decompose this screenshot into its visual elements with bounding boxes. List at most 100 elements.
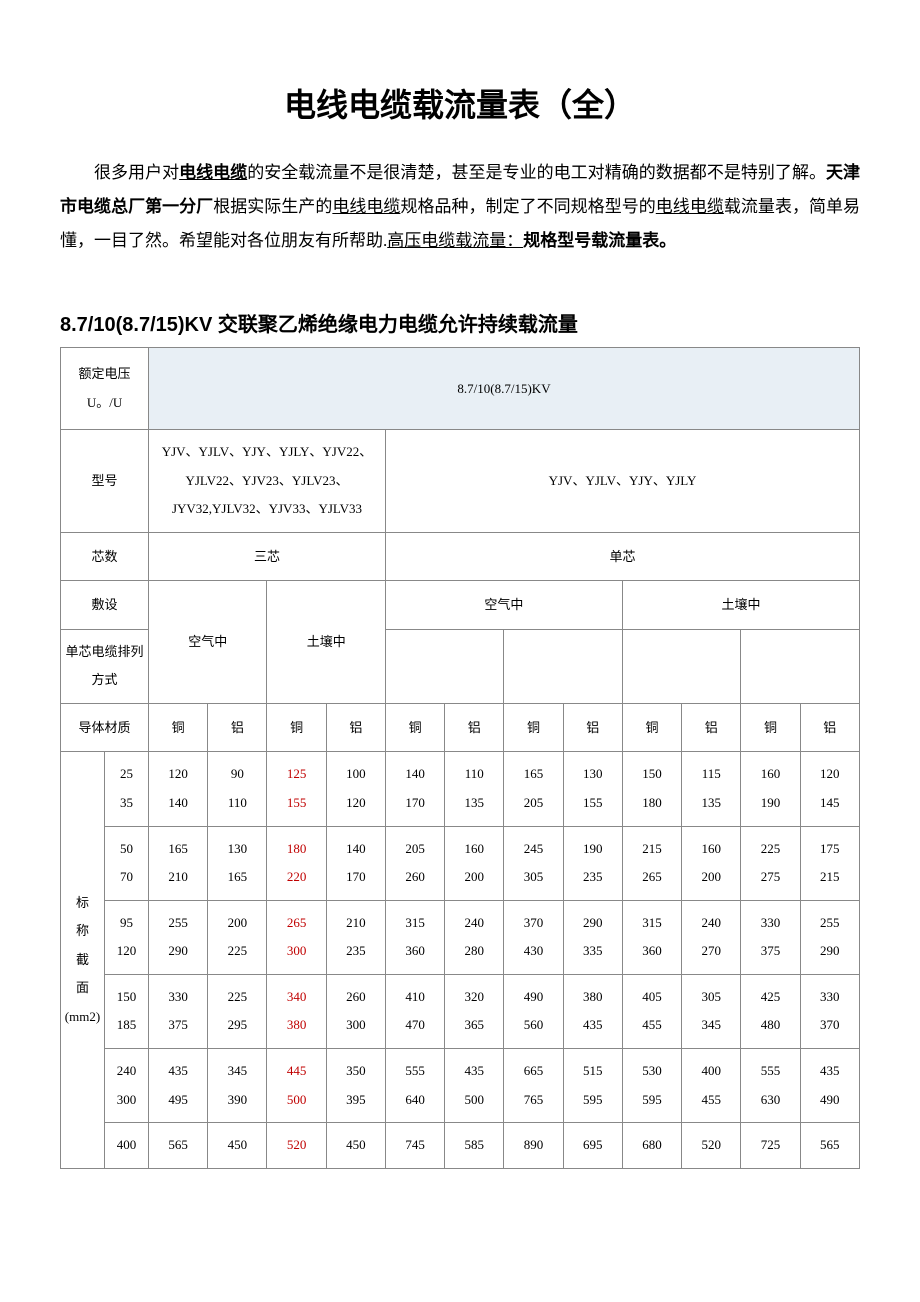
material-al: 铝 (682, 703, 741, 751)
data-cell: 245305 (504, 826, 563, 900)
data-cell: 695 (563, 1123, 622, 1169)
data-value: 125 (269, 760, 323, 789)
model-list-b: YJV、YJLV、YJY、YJLY (385, 430, 859, 533)
data-value: 135 (684, 789, 738, 818)
data-value: 595 (625, 1086, 679, 1115)
data-value: 495 (151, 1086, 205, 1115)
data-cell: 100120 (326, 752, 385, 826)
data-value: 110 (447, 760, 501, 789)
data-value: 340 (269, 983, 323, 1012)
data-cell: 160190 (741, 752, 800, 826)
data-value: 145 (803, 789, 857, 818)
data-cell: 425480 (741, 974, 800, 1048)
data-cell: 665765 (504, 1049, 563, 1123)
data-value: 365 (447, 1011, 501, 1040)
data-cell: 150180 (622, 752, 681, 826)
data-cell: 450 (208, 1123, 267, 1169)
size-value: 35 (107, 789, 146, 818)
data-cell: 180220 (267, 826, 326, 900)
data-value: 765 (506, 1086, 560, 1115)
data-value: 110 (210, 789, 264, 818)
data-value: 305 (684, 983, 738, 1012)
data-cell: 340380 (267, 974, 326, 1048)
table-row-cores: 芯数 三芯 单芯 (61, 532, 860, 580)
data-value: 215 (625, 835, 679, 864)
table-row: 400565450520450745585890695680520725565 (61, 1123, 860, 1169)
data-value: 350 (329, 1057, 383, 1086)
data-value: 435 (447, 1057, 501, 1086)
data-value: 445 (269, 1057, 323, 1086)
data-value: 155 (566, 789, 620, 818)
material-cu: 铜 (149, 703, 208, 751)
size-value: 95 (107, 909, 146, 938)
data-cell: 165205 (504, 752, 563, 826)
data-value: 210 (151, 863, 205, 892)
intro-link-cable: 电线电缆 (332, 197, 400, 216)
section-label-line: (mm2) (63, 1003, 102, 1032)
data-value: 500 (447, 1086, 501, 1115)
data-value: 215 (803, 863, 857, 892)
material-label: 导体材质 (61, 703, 149, 751)
intro-text: 根据实际生产的 (213, 197, 332, 216)
size-cell: 2535 (105, 752, 149, 826)
data-value: 275 (743, 863, 797, 892)
data-value: 315 (388, 909, 442, 938)
size-cell: 150185 (105, 974, 149, 1048)
section-label-line: 称 (63, 917, 102, 946)
data-value: 165 (151, 835, 205, 864)
data-cell: 115135 (682, 752, 741, 826)
data-value: 200 (447, 863, 501, 892)
material-al: 铝 (563, 703, 622, 751)
data-value: 225 (743, 835, 797, 864)
data-value: 480 (743, 1011, 797, 1040)
data-value: 225 (210, 983, 264, 1012)
table-row-model: 型号 YJV、YJLV、YJY、YJLY、YJV22、YJLV22、YJV23、… (61, 430, 860, 533)
data-value: 370 (506, 909, 560, 938)
data-value: 405 (625, 983, 679, 1012)
data-value: 180 (269, 835, 323, 864)
data-value: 190 (743, 789, 797, 818)
data-value: 305 (506, 863, 560, 892)
data-value: 200 (684, 863, 738, 892)
rated-voltage-label: 额定电压 U。/U (61, 348, 149, 430)
data-value: 565 (803, 1131, 857, 1160)
material-al: 铝 (800, 703, 859, 751)
data-cell: 215265 (622, 826, 681, 900)
data-value: 530 (625, 1057, 679, 1086)
data-value: 555 (743, 1057, 797, 1086)
data-value: 680 (625, 1131, 679, 1160)
arrange-cell (622, 629, 740, 703)
data-value: 745 (388, 1131, 442, 1160)
data-cell: 125155 (267, 752, 326, 826)
size-value: 120 (107, 937, 146, 966)
intro-text: 的安全载流量不是很清楚，甚至是专业的电工对精确的数据都不是特别了解。 (247, 163, 826, 182)
arrange-cell (741, 629, 860, 703)
data-cell: 110135 (445, 752, 504, 826)
data-value: 100 (329, 760, 383, 789)
size-cell: 400 (105, 1123, 149, 1169)
arrange-cell (504, 629, 622, 703)
data-value: 270 (684, 937, 738, 966)
data-value: 500 (269, 1086, 323, 1115)
data-cell: 330375 (741, 900, 800, 974)
data-value: 290 (803, 937, 857, 966)
data-value: 140 (388, 760, 442, 789)
data-cell: 555630 (741, 1049, 800, 1123)
size-value: 50 (107, 835, 146, 864)
size-value: 25 (107, 760, 146, 789)
data-cell: 265300 (267, 900, 326, 974)
laying-soil-single: 土壤中 (622, 581, 859, 629)
model-label: 型号 (61, 430, 149, 533)
data-cell: 160200 (682, 826, 741, 900)
intro-paragraph: 很多用户对电线电缆的安全载流量不是很清楚，甚至是专业的电工对精确的数据都不是特别… (60, 156, 860, 258)
cores-three: 三芯 (149, 532, 386, 580)
data-value: 235 (329, 937, 383, 966)
data-value: 400 (684, 1057, 738, 1086)
data-value: 175 (803, 835, 857, 864)
rated-voltage-value: 8.7/10(8.7/15)KV (149, 348, 860, 430)
data-value: 170 (329, 863, 383, 892)
data-value: 380 (566, 983, 620, 1012)
data-cell: 130165 (208, 826, 267, 900)
table-row: 2403004354953453904455003503955556404355… (61, 1049, 860, 1123)
data-cell: 320365 (445, 974, 504, 1048)
